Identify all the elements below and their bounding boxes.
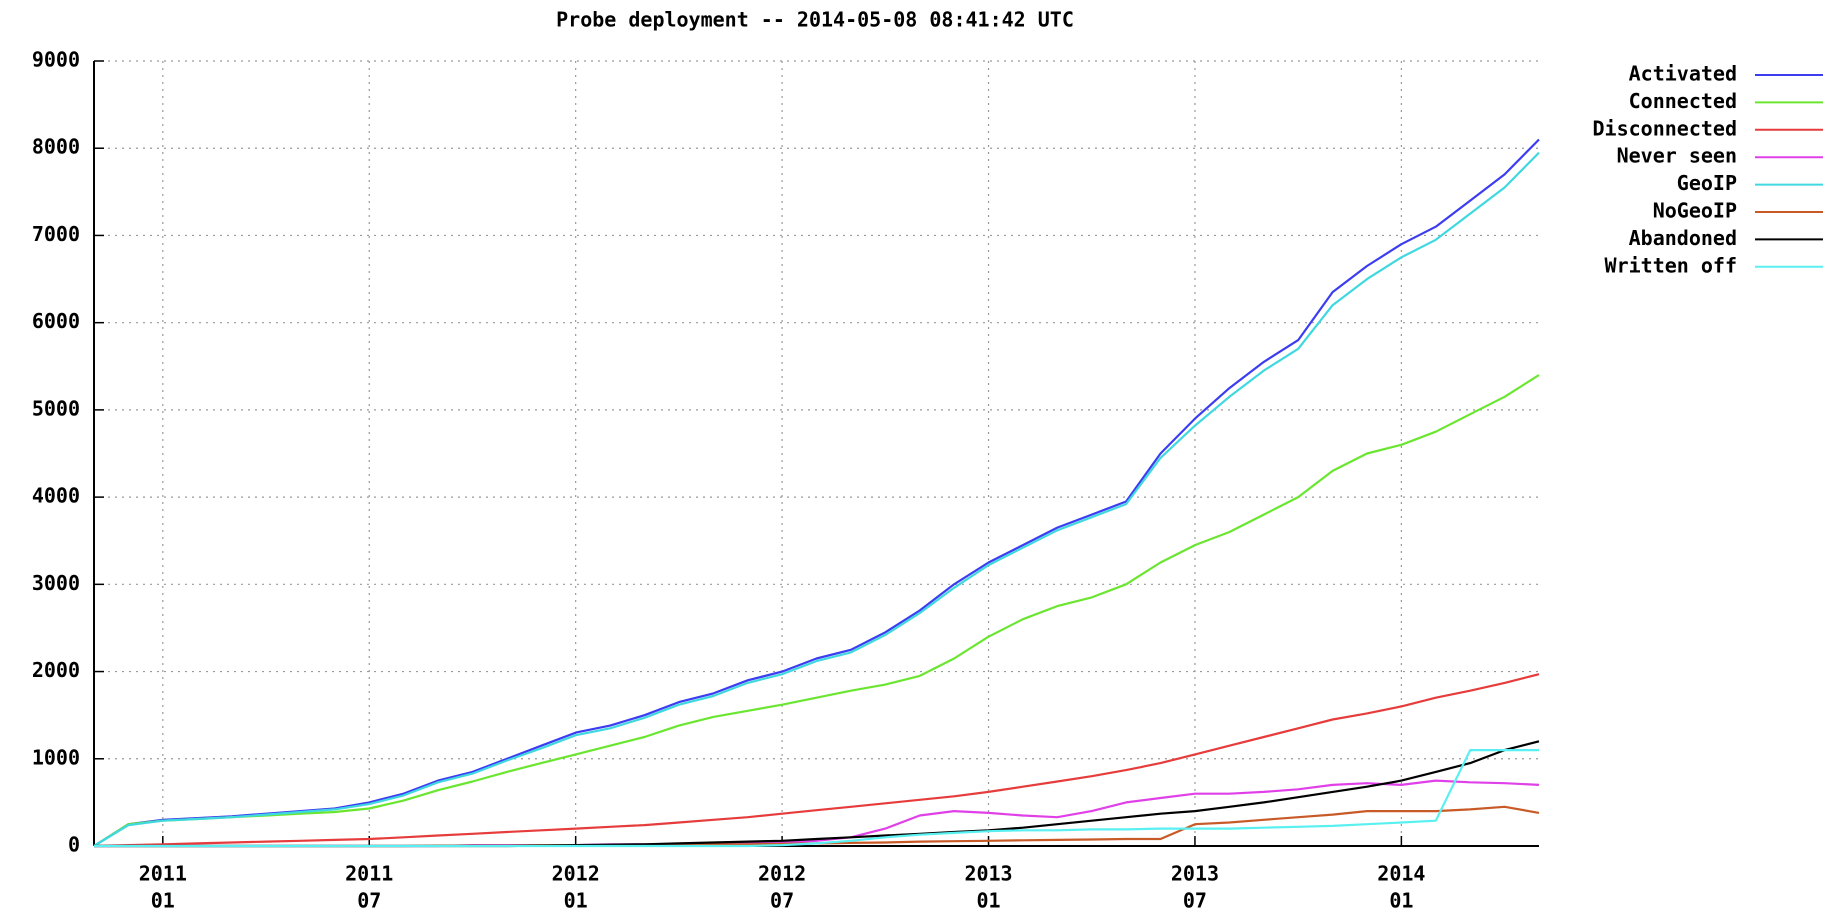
x-tick-label: 01	[564, 889, 588, 913]
legend-label: Activated	[1629, 62, 1737, 86]
x-tick-label: 01	[1389, 889, 1413, 913]
y-tick-label: 2000	[32, 658, 80, 682]
x-tick-label: 01	[976, 889, 1000, 913]
x-tick-label: 2013	[964, 862, 1012, 886]
series-line	[93, 151, 1540, 847]
legend-label: Disconnected	[1593, 116, 1738, 140]
x-tick-label: 2011	[345, 862, 393, 886]
y-tick-label: 4000	[32, 484, 80, 508]
legend-label: Abandoned	[1629, 226, 1737, 250]
legend-label: Never seen	[1617, 144, 1737, 168]
legend-label: NoGeoIP	[1653, 199, 1737, 223]
legend-label: Written off	[1605, 253, 1737, 277]
series-line	[94, 749, 1539, 848]
series-line	[93, 138, 1540, 847]
x-tick-label: 2014	[1377, 862, 1425, 886]
x-tick-label: 07	[1183, 889, 1207, 913]
y-tick-label: 5000	[32, 396, 80, 420]
y-tick-label: 8000	[32, 135, 80, 159]
series-line	[93, 374, 1540, 847]
x-tick-label: 07	[770, 889, 794, 913]
x-tick-label: 2011	[139, 862, 187, 886]
x-tick-label: 07	[357, 889, 381, 913]
y-tick-label: 9000	[32, 48, 80, 72]
y-tick-label: 3000	[32, 571, 80, 595]
series-line	[94, 740, 1540, 848]
x-tick-label: 2013	[1171, 862, 1219, 886]
series-line	[93, 673, 1540, 848]
x-tick-label: 01	[151, 889, 175, 913]
legend-label: GeoIP	[1677, 171, 1737, 195]
y-tick-label: 1000	[32, 745, 80, 769]
x-tick-label: 2012	[758, 862, 806, 886]
chart-title: Probe deployment -- 2014-05-08 08:41:42 …	[556, 8, 1074, 32]
y-tick-label: 6000	[32, 309, 80, 333]
y-tick-label: 0	[68, 833, 80, 857]
legend-label: Connected	[1629, 89, 1737, 113]
y-tick-label: 7000	[32, 222, 80, 246]
x-tick-label: 2012	[552, 862, 600, 886]
